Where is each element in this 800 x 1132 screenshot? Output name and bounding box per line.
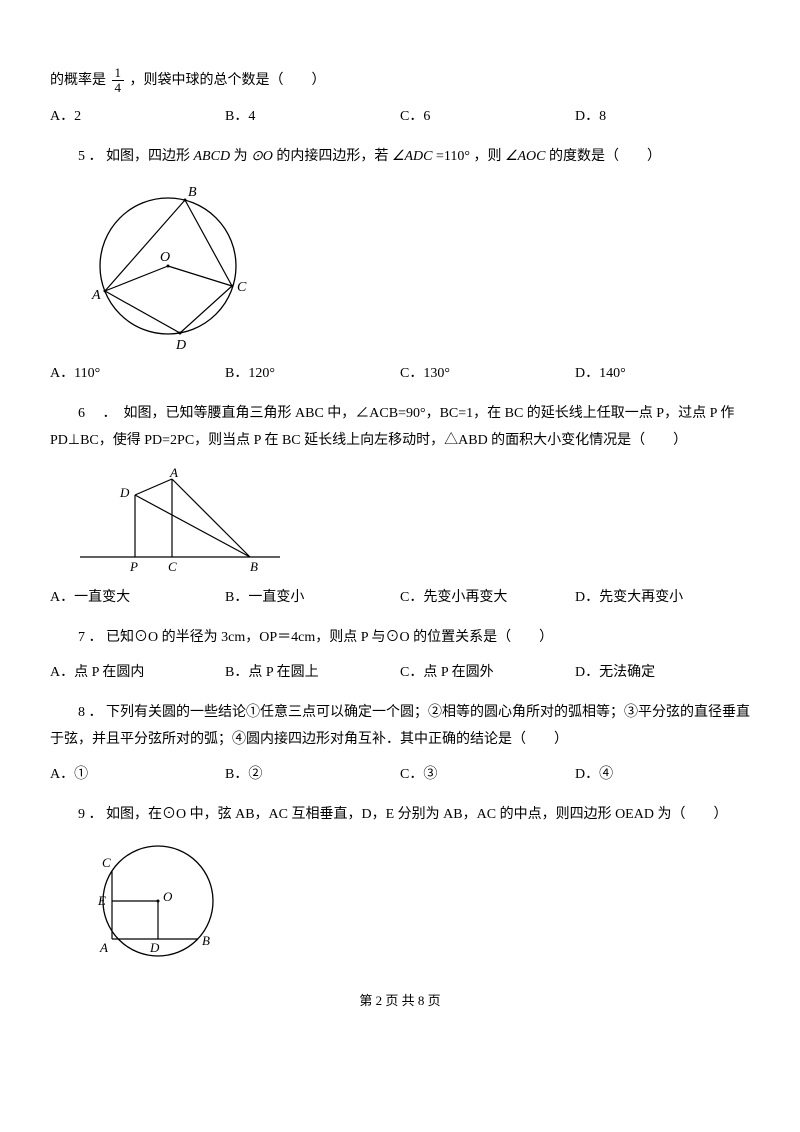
q4-frac-den: 4: [112, 81, 125, 95]
q9-stem: 9 ． 如图，在⊙O 中，弦 AB，AC 互相垂直，D，E 分别为 AB，AC …: [50, 802, 750, 829]
q4-stem-tail: 的概率是 1 4 ，则袋中球的总个数是（ ）: [50, 66, 750, 96]
q9-label-C: C: [102, 855, 111, 870]
q4-text-b: ，则袋中球的总个数是（ ）: [130, 73, 326, 88]
q6-stem: 6 ． 如图，已知等腰直角三角形 ABC 中，∠ACB=90°，BC=1，在 B…: [50, 401, 750, 454]
q5-option-b: B．120°: [225, 361, 400, 388]
q6-svg: A D P C B: [80, 465, 280, 575]
q8-options: A．① B．② C．③ D．④: [50, 762, 750, 789]
q5-figure: A B C D O: [80, 181, 750, 351]
q4-frac-num: 1: [112, 66, 125, 81]
q5-t2: 为: [234, 149, 248, 164]
q9-svg: A B C D E O: [80, 839, 230, 969]
q7-option-b: B．点 P 在圆上: [225, 660, 400, 687]
q7-option-c: C．点 P 在圆外: [400, 660, 575, 687]
q5-svg: A B C D O: [80, 181, 260, 351]
q5-abcd: ABCD: [194, 149, 231, 164]
page-footer: 第 2 页 共 8 页: [50, 989, 750, 1014]
q4-fraction: 1 4: [112, 66, 125, 96]
q6-options: A．一直变大 B．一直变小 C．先变小再变大 D．先变大再变小: [50, 585, 750, 612]
q6-option-a: A．一直变大: [50, 585, 225, 612]
q6-label-A: A: [169, 465, 178, 480]
q6-figure: A D P C B: [80, 465, 750, 575]
q9-label-O: O: [163, 889, 173, 904]
q7-option-a: A．点 P 在圆内: [50, 660, 225, 687]
q4-option-c: C．6: [400, 104, 575, 131]
q8-option-b: B．②: [225, 762, 400, 789]
q7-stem: 7 ． 已知⊙O 的半径为 3cm，OP＝4cm，则点 P 与⊙O 的位置关系是…: [50, 625, 750, 652]
q4-text-a: 的概率是: [50, 73, 106, 88]
q5-t5: 的度数是（ ）: [549, 149, 661, 164]
q8-option-c: C．③: [400, 762, 575, 789]
q7-options: A．点 P 在圆内 B．点 P 在圆上 C．点 P 在圆外 D．无法确定: [50, 660, 750, 687]
q5-option-c: C．130°: [400, 361, 575, 388]
q5-label-D: D: [175, 338, 186, 351]
q5-circO: ⊙O: [251, 149, 273, 164]
q6-label-P: P: [129, 559, 138, 574]
q8-option-d: D．④: [575, 762, 750, 789]
q9-label-D: D: [149, 940, 160, 955]
q5-stem: 5 ． 如图，四边形 ABCD 为 ⊙O 的内接四边形，若 ∠ADC =110°…: [50, 144, 750, 171]
q7-option-d: D．无法确定: [575, 660, 750, 687]
q5-option-d: D．140°: [575, 361, 750, 388]
q5-label-A: A: [91, 288, 101, 303]
q4-option-b: B．4: [225, 104, 400, 131]
q5-label-O: O: [160, 250, 170, 265]
q6-label-D: D: [119, 485, 130, 500]
q5-label-C: C: [237, 280, 247, 295]
q5-t4: ，则: [473, 149, 501, 164]
q6-label-C: C: [168, 559, 177, 574]
q6-option-b: B．一直变小: [225, 585, 400, 612]
q5-t3: 的内接四边形，若: [276, 149, 388, 164]
q9-label-B: B: [202, 933, 210, 948]
q9-label-E: E: [97, 893, 106, 908]
q8-option-a: A．①: [50, 762, 225, 789]
q5-label-B: B: [188, 185, 197, 200]
q5-t1: 5 ． 如图，四边形: [78, 149, 190, 164]
q8-stem: 8 ． 下列有关圆的一些结论①任意三点可以确定一个圆；②相等的圆心角所对的弧相等…: [50, 700, 750, 753]
q9-label-A: A: [99, 940, 108, 955]
q5-ang2: ∠AOC: [505, 149, 546, 164]
q6-option-c: C．先变小再变大: [400, 585, 575, 612]
q5-option-a: A．110°: [50, 361, 225, 388]
q4-options: A．2 B．4 C．6 D．8: [50, 104, 750, 131]
q9-figure: A B C D E O: [80, 839, 750, 969]
q4-option-a: A．2: [50, 104, 225, 131]
q6-option-d: D．先变大再变小: [575, 585, 750, 612]
q5-eq1: =110°: [436, 149, 470, 164]
q6-label-B: B: [250, 559, 258, 574]
q4-option-d: D．8: [575, 104, 750, 131]
q5-ang1: ∠ADC: [392, 149, 433, 164]
q5-options: A．110° B．120° C．130° D．140°: [50, 361, 750, 388]
